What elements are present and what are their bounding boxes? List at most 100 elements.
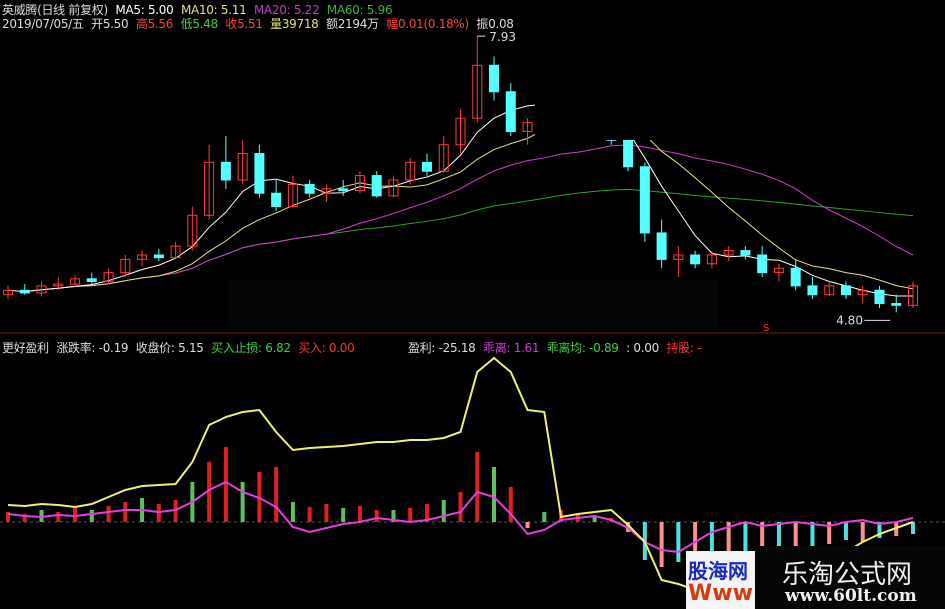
candle — [304, 180, 315, 198]
indicator-bar — [6, 512, 10, 522]
indicator-bar — [793, 522, 798, 550]
candle — [790, 259, 801, 291]
ma60-value: MA60: 5.96 — [326, 3, 393, 17]
candle-body — [36, 285, 47, 294]
candle-body — [405, 161, 416, 181]
indicator-bar — [123, 502, 128, 522]
ma20-line — [41, 144, 914, 291]
candle-body — [455, 117, 466, 146]
high-label: 7.93 — [489, 30, 516, 44]
candle — [773, 263, 784, 282]
low-label: 4.80 — [836, 313, 863, 327]
candle-body — [790, 267, 801, 287]
indicator-bar — [240, 482, 245, 522]
candle-body — [204, 161, 215, 216]
candle — [472, 36, 483, 123]
deviation-avg: 乖离均: -0.89 — [546, 341, 619, 355]
ma10-value: MA10: 5.11 — [181, 3, 247, 17]
indicator-bar — [676, 522, 681, 562]
buy-stop: 买入止损: 6.82 — [211, 341, 291, 355]
candle-body — [53, 283, 64, 287]
watermark-text: 股海网 — [688, 559, 748, 583]
indicator-bar — [542, 512, 547, 522]
indicator-bar — [592, 516, 597, 522]
candle — [287, 175, 298, 209]
indicator-bar — [458, 492, 463, 522]
extra-value: : 0.00 — [626, 341, 659, 355]
candle-body — [723, 250, 734, 256]
indicator-bar — [106, 506, 111, 522]
indicator-bar — [22, 514, 27, 522]
ma5-value: MA5: 5.00 — [115, 3, 174, 17]
candle — [438, 135, 449, 173]
candle — [170, 241, 181, 260]
candle — [70, 275, 81, 288]
hold: 持股: - — [666, 341, 702, 355]
candle — [824, 281, 835, 297]
candle — [874, 285, 885, 308]
candle-body — [137, 254, 148, 260]
candle-body — [757, 254, 768, 274]
watermark-text: www.60lt.com — [785, 586, 917, 606]
candle-body — [908, 285, 918, 306]
indicator-bar — [843, 522, 848, 540]
candle — [388, 175, 399, 198]
candle-body — [639, 166, 650, 234]
buy: 买入: 0.00 — [298, 341, 355, 355]
indicator-bar — [726, 522, 731, 560]
indicator-bar — [508, 487, 513, 522]
ma20-value: MA20: 5.22 — [253, 3, 320, 17]
indicator-bar — [290, 502, 295, 522]
candle-body — [505, 91, 516, 132]
candle — [891, 294, 902, 313]
indicator-bar — [374, 510, 379, 522]
candle-body — [623, 139, 634, 168]
indicator-bar — [911, 522, 915, 534]
candle — [757, 246, 768, 278]
candle-body — [421, 161, 432, 172]
candle — [3, 285, 13, 300]
high: 高5.56 — [135, 17, 174, 31]
candle-body — [690, 254, 701, 265]
candle-body — [824, 285, 835, 296]
indicator-bar — [307, 507, 312, 522]
watermark-guhai: 股海网 Www — [686, 551, 756, 609]
candle-body — [120, 258, 131, 274]
indicator-bar — [760, 522, 765, 564]
candle — [489, 56, 500, 101]
header-quote-line: 2019/07/05/五 开5.50 高5.56 低5.48 收5.51 量39… — [2, 15, 518, 32]
candle-body — [153, 254, 164, 259]
ma60-line — [175, 188, 914, 274]
candle-body — [489, 64, 500, 93]
candle-body — [472, 64, 483, 119]
indicator-bar — [492, 467, 497, 522]
indicator-bar — [860, 522, 865, 542]
indicator-header: 更好盈利 涨跌率: -0.19 收盘价: 5.15 买入止损: 6.82 买入:… — [2, 339, 705, 356]
candle-body — [706, 254, 717, 265]
indicator-bar — [693, 522, 698, 557]
indicator-bar — [776, 522, 781, 552]
signal-marker: S — [763, 323, 769, 334]
indicator-bar — [475, 452, 480, 522]
candle — [740, 246, 751, 260]
indicator-bar — [810, 522, 815, 547]
candle — [19, 284, 30, 295]
candle-body — [287, 183, 298, 207]
candle — [254, 144, 265, 198]
candle — [86, 272, 97, 286]
candle — [623, 135, 634, 172]
indicator-bar — [827, 522, 832, 544]
candle-body — [857, 289, 868, 296]
indicator-bar — [441, 500, 446, 522]
candle-body — [740, 250, 751, 256]
candle — [354, 171, 365, 194]
change-rate: 涨跌率: -0.19 — [56, 341, 129, 355]
candle-body — [354, 175, 365, 192]
date: 2019/07/05/五 — [2, 17, 84, 31]
indicator-bar — [89, 510, 94, 522]
candle-body — [388, 179, 399, 197]
candle-body — [891, 303, 902, 306]
candle — [338, 180, 349, 196]
candle — [405, 157, 416, 185]
candle-body — [103, 272, 114, 282]
